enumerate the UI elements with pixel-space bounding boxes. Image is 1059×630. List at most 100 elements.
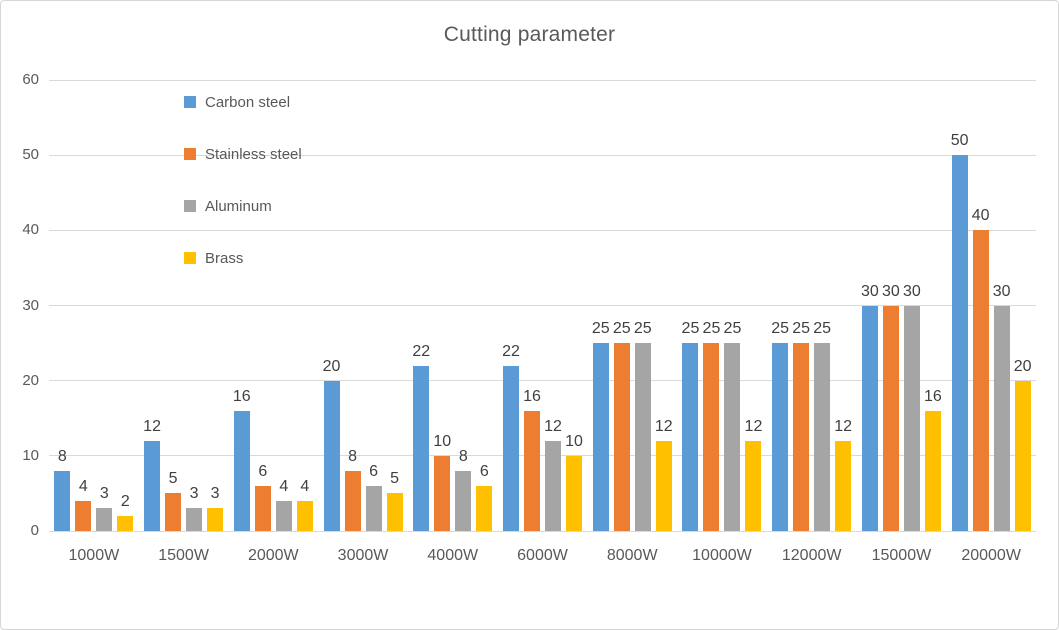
y-tick-label-10: 10	[22, 446, 39, 464]
bar-stainless-steel-15000w	[882, 305, 899, 531]
bar-stainless-steel-20000w	[972, 230, 989, 531]
data-label-aluminum-20000w: 30	[992, 282, 1011, 300]
data-label-brass-1500w: 3	[210, 485, 220, 503]
data-label-stainless-steel-10000w: 25	[702, 320, 721, 338]
data-label-brass-1000w: 2	[120, 492, 130, 510]
x-tick-label-10000w: 10000W	[692, 547, 752, 564]
x-tick-label-12000w: 12000W	[781, 547, 842, 564]
data-label-brass-15000w: 16	[924, 387, 942, 405]
bar-stainless-steel-10000w	[703, 343, 720, 531]
legend-swatch-brass	[184, 252, 196, 264]
x-tick-label-3000w: 3000W	[337, 547, 389, 564]
bar-aluminum-12000w	[814, 343, 831, 531]
bar-aluminum-6000w	[545, 440, 561, 531]
bar-aluminum-15000w	[903, 305, 920, 531]
bar-brass-4000w	[476, 485, 493, 531]
bar-brass-10000w	[745, 440, 762, 531]
gridline-y60	[49, 79, 1036, 81]
x-tick-label-1500w: 1500W	[158, 547, 209, 564]
x-tick-label-8000w: 8000W	[606, 547, 658, 564]
bar-carbon-steel-1000w	[54, 470, 71, 531]
data-label-aluminum-2000w: 4	[279, 477, 289, 495]
bar-brass-2000w	[296, 500, 313, 531]
data-label-carbon-steel-6000w: 22	[502, 342, 520, 360]
legend-item-aluminum: Aluminum	[184, 197, 302, 215]
legend-item-brass: Brass	[184, 249, 302, 267]
y-tick-label-40: 40	[22, 221, 39, 239]
data-label-stainless-steel-3000w: 8	[348, 447, 357, 465]
x-tick-label-1000w: 1000W	[68, 547, 120, 564]
bar-carbon-steel-3000w	[323, 380, 340, 531]
bar-brass-8000w	[655, 440, 672, 531]
data-label-brass-20000w: 20	[1013, 357, 1032, 375]
legend-swatch-aluminum	[184, 200, 196, 212]
bar-brass-20000w	[1014, 380, 1031, 531]
legend-item-stainless-steel: Stainless steel	[184, 145, 302, 163]
data-label-stainless-steel-15000w: 30	[882, 282, 900, 300]
y-tick-label-60: 60	[22, 71, 39, 88]
bar-carbon-steel-15000w	[861, 305, 878, 531]
data-label-brass-12000w: 12	[834, 417, 853, 435]
chart-title: Cutting parameter	[443, 23, 616, 46]
x-tick-label-15000w: 15000W	[871, 547, 932, 564]
bar-carbon-steel-20000w	[951, 155, 968, 531]
bar-stainless-steel-1500w	[165, 493, 182, 531]
data-label-stainless-steel-20000w: 40	[971, 207, 990, 225]
bar-stainless-steel-4000w	[434, 455, 451, 531]
bar-carbon-steel-10000w	[682, 343, 699, 531]
bar-aluminum-1500w	[186, 508, 203, 531]
legend-label-brass: Brass	[205, 249, 244, 267]
legend-swatch-stainless-steel	[184, 148, 196, 160]
legend-label-stainless-steel: Stainless steel	[205, 145, 302, 163]
bar-aluminum-8000w	[634, 343, 651, 531]
bar-carbon-steel-6000w	[503, 365, 519, 531]
gridline-y50	[49, 154, 1036, 156]
bar-stainless-steel-3000w	[344, 470, 361, 531]
data-label-aluminum-6000w: 12	[544, 417, 562, 435]
data-label-aluminum-1000w: 3	[99, 485, 109, 503]
bar-aluminum-10000w	[724, 343, 741, 531]
bar-brass-3000w	[386, 493, 403, 531]
legend-label-carbon-steel: Carbon steel	[205, 93, 291, 111]
y-tick-label-0: 0	[30, 522, 39, 539]
legend-label-aluminum: Aluminum	[205, 197, 272, 215]
data-label-carbon-steel-4000w: 22	[412, 342, 431, 360]
data-label-aluminum-15000w: 30	[903, 282, 921, 300]
data-label-carbon-steel-20000w: 50	[950, 132, 969, 150]
data-label-stainless-steel-1500w: 5	[168, 470, 178, 488]
gridline-y40	[49, 229, 1036, 231]
data-label-carbon-steel-3000w: 20	[322, 357, 341, 375]
data-label-stainless-steel-2000w: 6	[258, 462, 268, 480]
data-label-stainless-steel-12000w: 25	[792, 320, 811, 338]
y-tick-label-50: 50	[22, 146, 39, 164]
gridline-y10	[49, 455, 1036, 457]
bar-aluminum-1000w	[96, 508, 113, 531]
legend-swatch-carbon-steel	[184, 96, 196, 108]
data-label-carbon-steel-1500w: 12	[143, 417, 161, 435]
data-label-stainless-steel-1000w: 4	[78, 477, 88, 495]
data-label-brass-6000w: 10	[565, 432, 583, 450]
gridline-y20	[49, 380, 1036, 382]
bar-brass-1000w	[117, 515, 134, 531]
x-tick-label-4000w: 4000W	[427, 547, 479, 564]
bar-aluminum-2000w	[275, 500, 292, 531]
data-label-stainless-steel-4000w: 10	[433, 432, 452, 450]
x-tick-label-6000w: 6000W	[517, 547, 568, 564]
data-label-carbon-steel-12000w: 25	[771, 320, 790, 338]
data-label-carbon-steel-10000w: 25	[681, 320, 700, 338]
data-label-carbon-steel-15000w: 30	[861, 282, 879, 300]
data-label-carbon-steel-1000w: 8	[57, 447, 67, 465]
gridline-y30	[49, 305, 1036, 306]
bar-brass-1500w	[207, 508, 224, 531]
bar-carbon-steel-1500w	[144, 440, 161, 531]
data-label-aluminum-4000w: 8	[458, 447, 468, 465]
data-label-aluminum-12000w: 25	[813, 320, 832, 338]
data-label-aluminum-10000w: 25	[723, 320, 742, 338]
data-label-aluminum-8000w: 25	[633, 320, 652, 338]
data-label-stainless-steel-8000w: 25	[612, 320, 631, 338]
bar-brass-15000w	[924, 410, 941, 531]
data-label-carbon-steel-2000w: 16	[232, 387, 251, 405]
y-tick-label-30: 30	[22, 296, 39, 314]
